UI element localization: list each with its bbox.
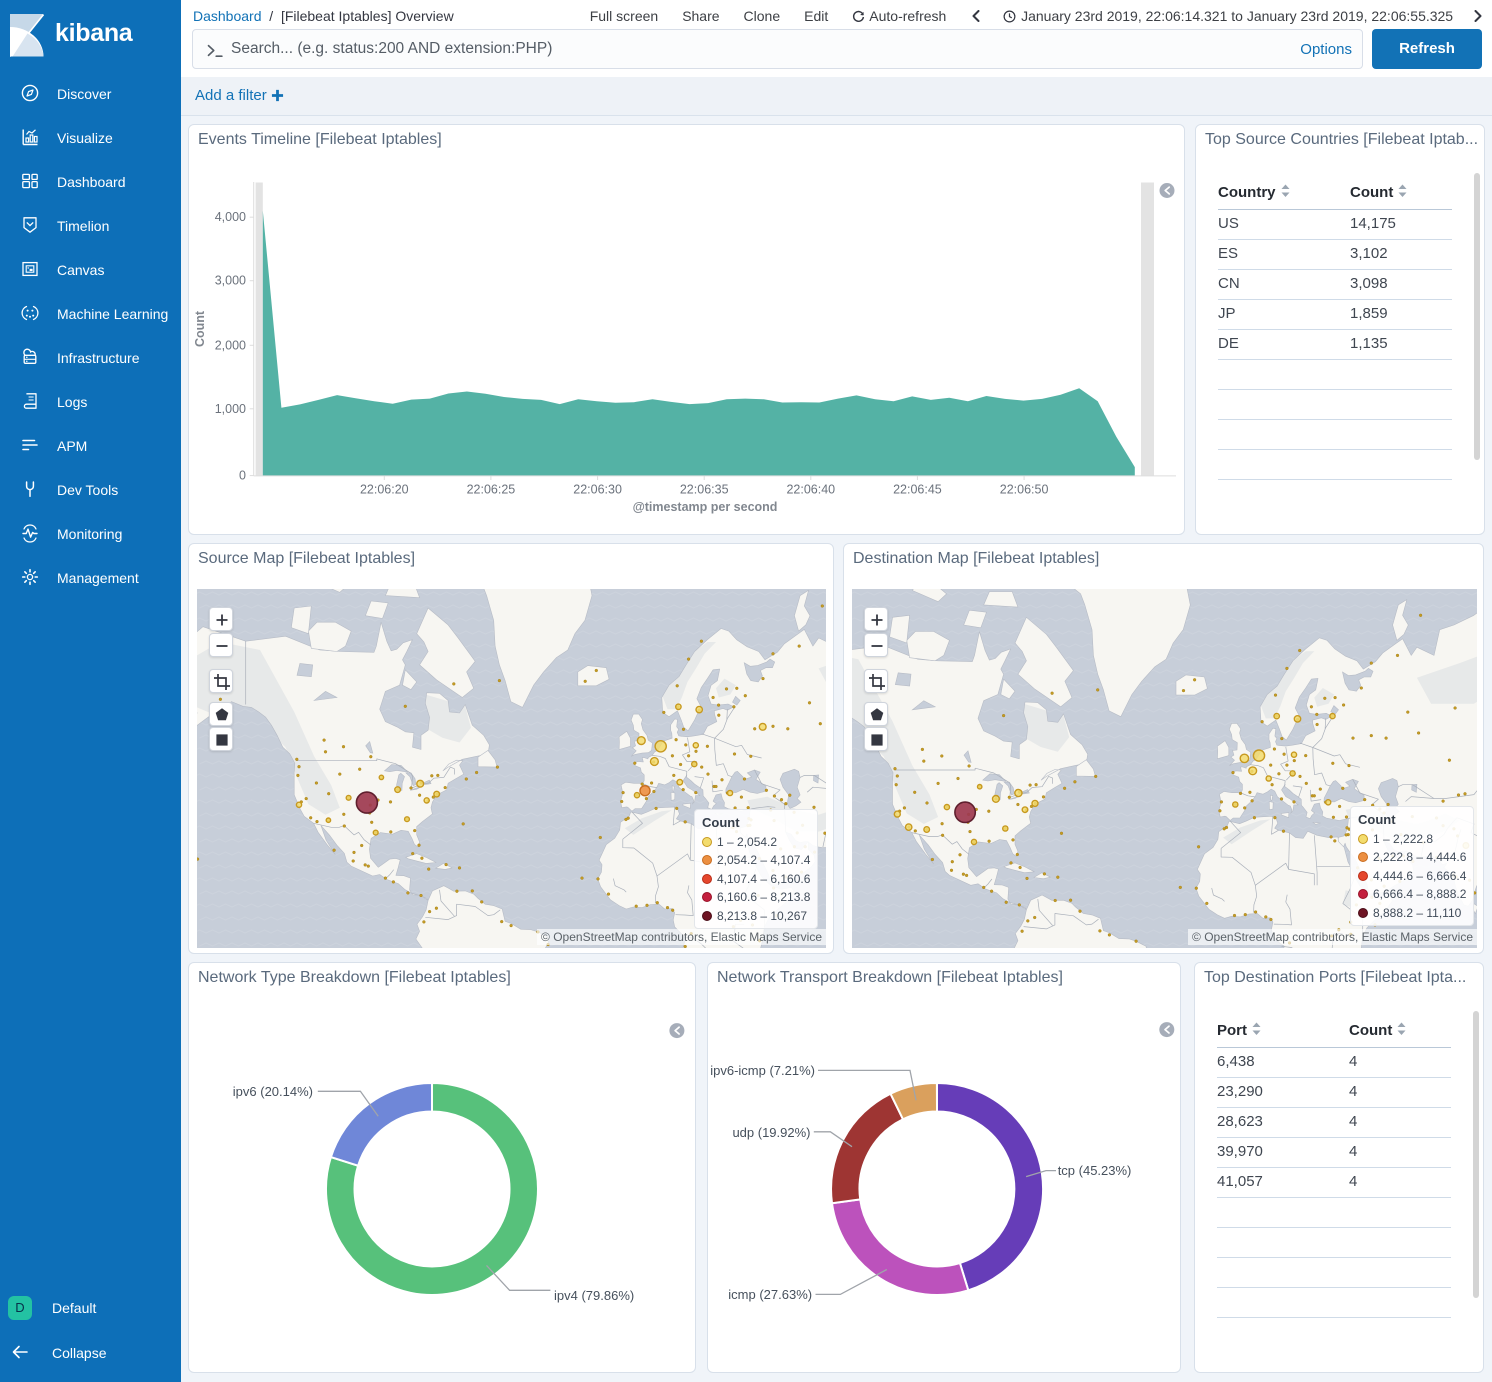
svg-text:1,000: 1,000	[215, 402, 246, 416]
svg-text:4,000: 4,000	[215, 210, 246, 224]
svg-text:0: 0	[239, 469, 246, 483]
svg-text:22:06:25: 22:06:25	[467, 483, 516, 497]
svg-text:Count: Count	[193, 310, 207, 347]
svg-text:ipv6-icmp (7.21%): ipv6-icmp (7.21%)	[710, 1063, 815, 1078]
svg-text:22:06:45: 22:06:45	[893, 483, 942, 497]
svg-text:22:06:30: 22:06:30	[573, 483, 622, 497]
svg-text:@timestamp per second: @timestamp per second	[633, 500, 778, 514]
svg-text:2,000: 2,000	[215, 338, 246, 352]
svg-text:tcp (45.23%): tcp (45.23%)	[1058, 1163, 1132, 1178]
svg-text:22:06:20: 22:06:20	[360, 483, 409, 497]
svg-text:3,000: 3,000	[215, 274, 246, 288]
svg-text:22:06:40: 22:06:40	[786, 483, 835, 497]
svg-text:icmp (27.63%): icmp (27.63%)	[728, 1287, 812, 1302]
svg-text:22:06:50: 22:06:50	[1000, 483, 1049, 497]
svg-text:22:06:35: 22:06:35	[680, 483, 729, 497]
svg-text:ipv4 (79.86%): ipv4 (79.86%)	[554, 1288, 634, 1303]
svg-text:ipv6 (20.14%): ipv6 (20.14%)	[233, 1084, 313, 1099]
svg-text:udp (19.92%): udp (19.92%)	[732, 1125, 810, 1140]
